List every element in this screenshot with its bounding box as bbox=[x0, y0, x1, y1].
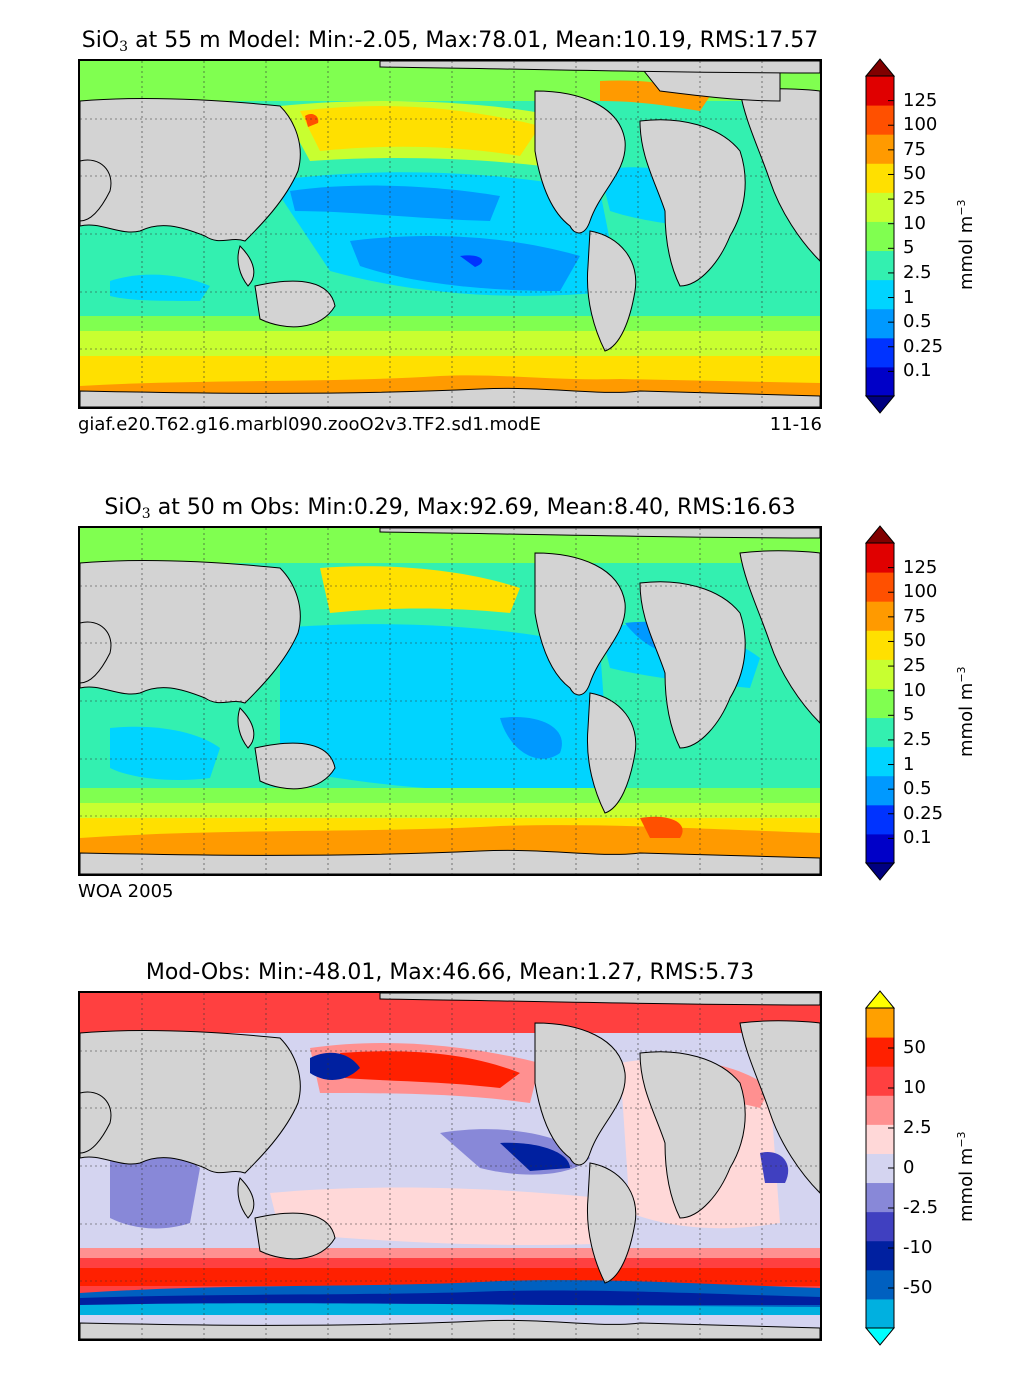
obs-colorbar-units: mmol m−3 bbox=[955, 666, 977, 757]
colorbar-extend-low bbox=[864, 1327, 896, 1346]
diff-colorbar-svg bbox=[864, 990, 896, 1346]
colorbar-bin bbox=[866, 543, 894, 573]
colorbar-tick-label: 5 bbox=[903, 704, 915, 726]
colorbar-tick-label: 0.25 bbox=[903, 335, 944, 357]
colorbar-bin bbox=[866, 717, 894, 748]
colorbar-bin bbox=[866, 630, 894, 660]
colorbar-bin bbox=[866, 163, 894, 193]
model-colorbar-svg bbox=[864, 58, 896, 414]
colorbar-tick-label: 0.1 bbox=[903, 360, 932, 382]
colorbar-tick-label: 50 bbox=[903, 630, 926, 652]
colorbar-bin bbox=[866, 221, 894, 252]
colorbar-extend-high bbox=[864, 525, 896, 544]
obs-panel-title: SiO3 at 50 m Obs: Min:0.29, Max:92.69, M… bbox=[104, 495, 796, 522]
colorbar-frame bbox=[865, 542, 895, 864]
colorbar-tick-label: 50 bbox=[903, 1037, 926, 1058]
colorbar-bin bbox=[866, 804, 894, 835]
colorbar-bin bbox=[866, 134, 894, 164]
colorbar-tick-label: 100 bbox=[903, 114, 938, 136]
colorbar-bin bbox=[866, 1008, 894, 1038]
colorbar-bin bbox=[866, 688, 894, 719]
colorbar-bin bbox=[866, 1066, 894, 1096]
colorbar-tick-label: 0.5 bbox=[903, 778, 932, 800]
colorbar-tick-label: -10 bbox=[903, 1237, 933, 1258]
colorbar-bin bbox=[866, 1240, 894, 1271]
model-panel-title: SiO3 at 55 m Model: Min:-2.05, Max:78.01… bbox=[81, 28, 819, 55]
colorbar-bin bbox=[866, 279, 894, 310]
obs-colorbar-ticks: 125 100 75 50 25 10 5 2.5 1 0.5 0.25 0.1 bbox=[903, 543, 963, 863]
colorbar-bin bbox=[866, 746, 894, 777]
model-colorbar bbox=[864, 58, 896, 414]
colorbar-tick-label: 75 bbox=[903, 138, 926, 160]
colorbar-bin bbox=[866, 572, 894, 602]
diff-colorbar-ticks: 50 10 2.5 0 -2.5 -10 -50 bbox=[903, 1008, 963, 1328]
colorbar-frame bbox=[865, 75, 895, 397]
diff-colorbar bbox=[864, 990, 896, 1346]
colorbar-tick-label: 0.1 bbox=[903, 827, 932, 849]
diff-map bbox=[78, 991, 822, 1341]
colorbar-bin bbox=[866, 105, 894, 135]
colorbar-tick-label: 75 bbox=[903, 605, 926, 627]
obs-source-label: WOA 2005 bbox=[78, 881, 174, 902]
colorbar-tick-label: 10 bbox=[903, 679, 926, 701]
colorbar-tick-label: 1 bbox=[903, 286, 915, 308]
colorbar-bin bbox=[866, 601, 894, 631]
colorbar-tick-label: -2.5 bbox=[903, 1197, 939, 1218]
colorbar-bin bbox=[866, 1124, 894, 1154]
model-colorbar-ticks: 125 100 75 50 25 10 5 2.5 1 0.5 0.25 0.1 bbox=[903, 76, 963, 396]
colorbar-bin bbox=[866, 250, 894, 281]
colorbar-tick-label: 10 bbox=[903, 1077, 926, 1098]
colorbar-bin bbox=[866, 1211, 894, 1242]
colorbar-tick-label: -50 bbox=[903, 1277, 933, 1298]
colorbar-extend-high bbox=[864, 990, 896, 1009]
colorbar-bin bbox=[866, 775, 894, 806]
colorbar-bin bbox=[866, 1037, 894, 1067]
obs-map-svg bbox=[80, 528, 820, 874]
colorbar-bin bbox=[866, 1298, 894, 1329]
colorbar-tick-label: 50 bbox=[903, 163, 926, 185]
diff-panel: Mod-Obs: Min:-48.01, Max:46.66, Mean:1.2… bbox=[0, 930, 1011, 1370]
colorbar-bin bbox=[866, 337, 894, 368]
colorbar-tick-label: 5 bbox=[903, 237, 915, 259]
diff-map-svg bbox=[80, 993, 820, 1339]
colorbar-bin bbox=[866, 192, 894, 222]
colorbar-extend-low bbox=[864, 862, 896, 881]
colorbar-extend-high bbox=[864, 58, 896, 77]
colorbar-tick-label: 2.5 bbox=[903, 728, 932, 750]
colorbar-tick-label: 1 bbox=[903, 753, 915, 775]
model-run-name: giaf.e20.T62.g16.marbl090.zooO2v3.TF2.sd… bbox=[78, 414, 541, 435]
colorbar-tick-label: 10 bbox=[903, 212, 926, 234]
colorbar-tick-label: 125 bbox=[903, 89, 938, 111]
colorbar-tick-label: 25 bbox=[903, 655, 926, 677]
colorbar-bin bbox=[866, 1095, 894, 1125]
diff-colorbar-units: mmol m−3 bbox=[955, 1131, 977, 1222]
colorbar-bin bbox=[866, 76, 894, 106]
colorbar-tick-label: 0 bbox=[903, 1157, 915, 1178]
colorbar-tick-label: 100 bbox=[903, 581, 938, 603]
colorbar-bin bbox=[866, 308, 894, 339]
colorbar-bin bbox=[866, 1182, 894, 1213]
colorbar-bin bbox=[866, 1269, 894, 1300]
colorbar-tick-label: 25 bbox=[903, 188, 926, 210]
colorbar-extend-low bbox=[864, 395, 896, 414]
colorbar-bin bbox=[866, 659, 894, 689]
colorbar-tick-label: 0.5 bbox=[903, 311, 932, 333]
colorbar-tick-label: 125 bbox=[903, 556, 938, 578]
model-map bbox=[78, 59, 822, 409]
obs-map bbox=[78, 526, 822, 876]
obs-colorbar bbox=[864, 525, 896, 881]
colorbar-tick-label: 2.5 bbox=[903, 261, 932, 283]
obs-panel: SiO3 at 50 m Obs: Min:0.29, Max:92.69, M… bbox=[0, 465, 1011, 905]
diff-panel-title: Mod-Obs: Min:-48.01, Max:46.66, Mean:1.2… bbox=[145, 960, 755, 985]
colorbar-tick-label: 2.5 bbox=[903, 1117, 932, 1138]
model-panel: SiO3 at 55 m Model: Min:-2.05, Max:78.01… bbox=[0, 0, 1011, 440]
model-year-range: 11-16 bbox=[769, 414, 822, 435]
model-map-svg bbox=[80, 61, 820, 407]
obs-colorbar-svg bbox=[864, 525, 896, 881]
model-colorbar-units: mmol m−3 bbox=[955, 199, 977, 290]
colorbar-tick-label: 0.25 bbox=[903, 802, 944, 824]
